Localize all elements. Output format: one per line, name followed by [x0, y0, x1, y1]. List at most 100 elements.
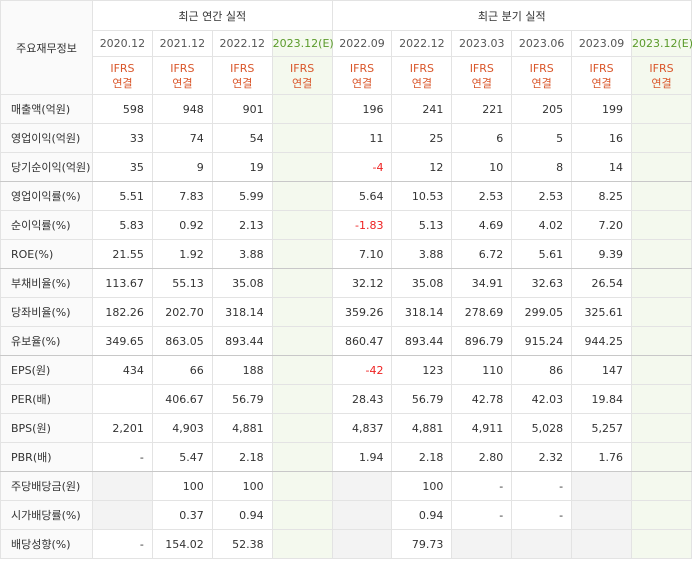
standard-label: IFRS: [349, 61, 375, 75]
row-label: ROE(%): [0, 239, 93, 269]
value-cell: [271, 123, 333, 153]
value-cell: 5.51: [92, 181, 153, 211]
value-cell: 2.13: [211, 210, 273, 240]
standard-header: IFRS 연결: [571, 56, 633, 95]
value-cell: 2.18: [211, 442, 273, 472]
value-cell: 5.64: [331, 181, 393, 211]
value-cell: [271, 181, 333, 211]
value-cell: 0.94: [211, 500, 273, 530]
value-cell: [331, 500, 393, 530]
period-header: 2022.09: [331, 30, 393, 57]
basis-label: 연결: [651, 76, 672, 90]
value-cell: 4,903: [151, 413, 213, 443]
value-cell: 74: [151, 123, 213, 153]
value-cell: 0.92: [151, 210, 213, 240]
value-cell: 598: [92, 94, 153, 124]
standard-header: IFRS 연결: [631, 56, 692, 95]
value-cell: 10: [451, 152, 513, 182]
value-cell: 52.38: [211, 529, 273, 559]
header-row: 2020.12 2021.12 2022.12 2023.12(E) 2022.09 20…: [1, 30, 692, 57]
value-cell: [631, 384, 692, 414]
value-cell: 56.79: [211, 384, 273, 414]
period-header: 2020.12: [92, 30, 153, 57]
value-cell: 6.72: [451, 239, 513, 269]
value-cell: 5.47: [151, 442, 213, 472]
value-cell: -: [451, 500, 513, 530]
data-row: EPS(원) 434 66 188 -42 123 110 86 147: [0, 355, 692, 385]
standard-label: IFRS: [170, 61, 195, 75]
value-cell: 34.91: [451, 268, 513, 298]
value-cell: 5.13: [391, 210, 453, 240]
value-cell: 42.78: [451, 384, 513, 414]
value-cell: [631, 471, 692, 501]
standard-label: IFRS: [409, 61, 434, 75]
data-row: 시가배당률(%) 0.37 0.94 0.94- -: [0, 500, 692, 530]
period-header: 2023.12(E): [631, 30, 692, 57]
value-cell: 19: [211, 152, 273, 182]
value-cell: -: [92, 529, 153, 559]
value-cell: 100: [151, 471, 213, 501]
row-label: 유보율(%): [0, 326, 93, 356]
value-cell: 4.02: [511, 210, 573, 240]
value-cell: [92, 384, 153, 414]
data-row: 부채비율(%) 113.67 55.13 35.08 32.12 35.08 34.91 32…: [0, 268, 692, 298]
value-cell: 1.92: [151, 239, 213, 269]
value-cell: 1.94: [331, 442, 393, 472]
value-cell: 6: [451, 123, 513, 153]
value-cell: [631, 123, 692, 153]
data-row: 주당배당금(원) 100 100 100- -: [0, 471, 692, 501]
value-cell: 147: [571, 355, 633, 385]
value-cell: [271, 152, 333, 182]
group-header: 최근 연간 실적: [92, 0, 333, 31]
value-cell: [271, 471, 333, 501]
value-cell: 21.55: [92, 239, 153, 269]
value-cell: 100: [391, 471, 453, 501]
value-cell: 2.80: [451, 442, 513, 472]
value-cell: -: [451, 471, 513, 501]
value-cell: 359.26: [331, 297, 393, 327]
basis-label: 연결: [531, 76, 552, 90]
value-cell: 35: [92, 152, 153, 182]
standard-label: IFRS: [649, 61, 674, 75]
value-cell: 8: [511, 152, 573, 182]
value-cell: 35.08: [211, 268, 273, 298]
value-cell: 11: [331, 123, 393, 153]
value-cell: 0.94: [391, 500, 453, 530]
value-cell: 28.43: [331, 384, 393, 414]
value-cell: [271, 210, 333, 240]
value-cell: [331, 529, 393, 559]
value-cell: -1.83: [331, 210, 393, 240]
value-cell: 221: [451, 94, 513, 124]
value-cell: 12: [391, 152, 453, 182]
value-cell: 25: [391, 123, 453, 153]
value-cell: 86: [511, 355, 573, 385]
value-cell: 4,881: [391, 413, 453, 443]
row-label: 배당성향(%): [0, 529, 93, 559]
value-cell: [271, 529, 333, 559]
row-label: EPS(원): [0, 355, 93, 385]
value-cell: [571, 471, 633, 501]
value-cell: [631, 152, 692, 182]
value-cell: [631, 413, 692, 443]
value-cell: 26.54: [571, 268, 633, 298]
row-label: 당기순이익(억원): [0, 152, 93, 182]
period-header: 2023.03: [451, 30, 513, 57]
data-row: 당좌비율(%) 182.26 202.70 318.14 359.26 318.14 278…: [0, 297, 692, 327]
standard-header: IFRS 연결: [511, 56, 573, 95]
group-header: 최근 분기 실적: [331, 0, 692, 31]
value-cell: 5.99: [211, 181, 273, 211]
value-cell: -: [511, 500, 573, 530]
value-cell: [631, 442, 692, 472]
row-label: BPS(원): [0, 413, 93, 443]
standard-label: IFRS: [469, 61, 494, 75]
basis-label: 연결: [232, 76, 253, 90]
period-header: 2023.06: [511, 30, 573, 57]
value-cell: 54: [211, 123, 273, 153]
value-cell: 14: [571, 152, 633, 182]
standard-header: IFRS 연결: [391, 56, 453, 95]
value-cell: 33: [92, 123, 153, 153]
value-cell: [451, 529, 513, 559]
value-cell: [631, 210, 692, 240]
basis-label: 연결: [351, 76, 373, 90]
